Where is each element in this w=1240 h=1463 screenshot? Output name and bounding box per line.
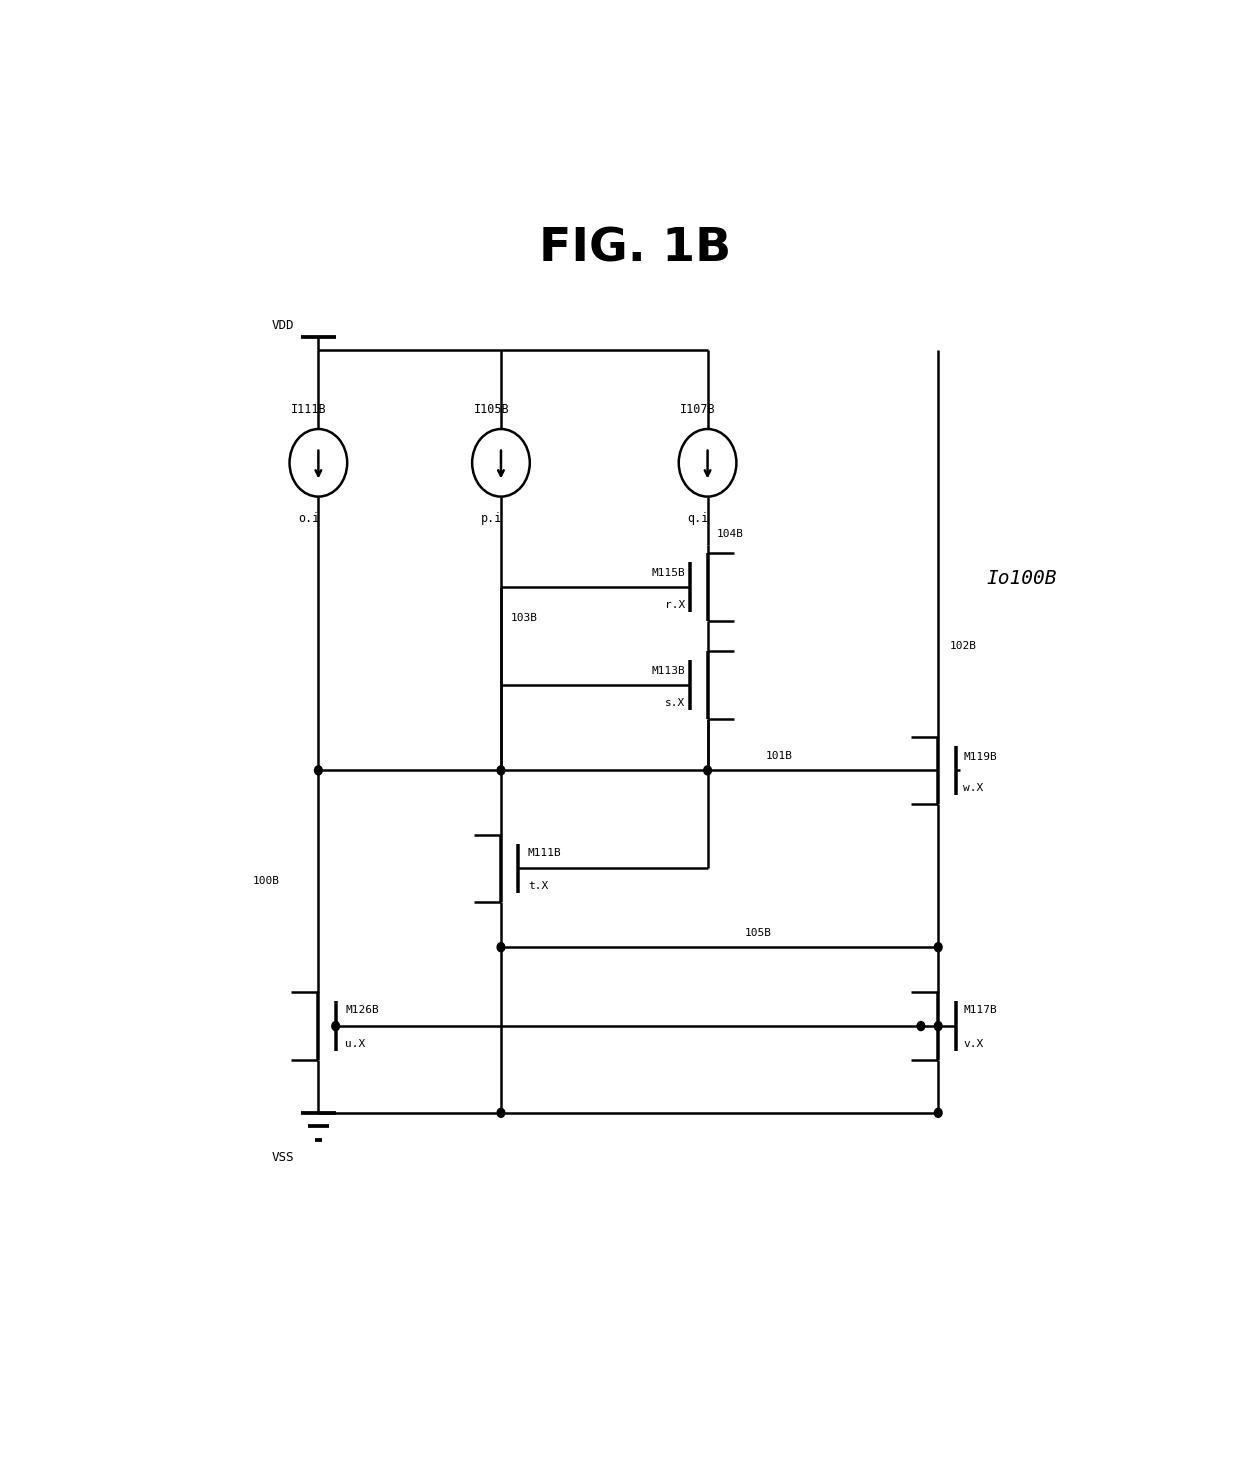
Circle shape (918, 1021, 925, 1030)
Text: M117B: M117B (963, 1005, 997, 1015)
Text: I107B: I107B (681, 402, 715, 415)
Text: M119B: M119B (963, 752, 997, 762)
Text: p.i: p.i (481, 512, 502, 525)
Circle shape (935, 1109, 942, 1118)
Text: M126B: M126B (345, 1005, 379, 1015)
Text: 105B: 105B (744, 928, 771, 938)
Text: v.X: v.X (963, 1039, 983, 1049)
Text: q.i: q.i (687, 512, 708, 525)
Circle shape (497, 765, 505, 775)
Text: 103B: 103B (511, 613, 538, 623)
Text: I111B: I111B (291, 402, 326, 415)
Text: VSS: VSS (272, 1151, 294, 1165)
Text: w.X: w.X (963, 783, 983, 793)
Text: Io100B: Io100B (986, 569, 1056, 588)
Text: 101B: 101B (765, 752, 792, 761)
Text: M113B: M113B (652, 666, 686, 676)
Circle shape (497, 942, 505, 952)
Text: 104B: 104B (717, 530, 744, 540)
Text: M115B: M115B (652, 568, 686, 578)
Text: 102B: 102B (950, 641, 977, 651)
Circle shape (935, 1021, 942, 1030)
Text: t.X: t.X (528, 881, 548, 891)
Text: I105B: I105B (474, 402, 510, 415)
Circle shape (704, 765, 712, 775)
Circle shape (315, 765, 322, 775)
Circle shape (497, 1109, 505, 1118)
Text: s.X: s.X (665, 698, 686, 708)
Text: o.i: o.i (298, 512, 320, 525)
Text: r.X: r.X (665, 600, 686, 610)
Text: u.X: u.X (345, 1039, 366, 1049)
Text: M111B: M111B (528, 847, 562, 857)
Text: 100B: 100B (253, 876, 280, 887)
Circle shape (935, 942, 942, 952)
Circle shape (332, 1021, 340, 1030)
Text: FIG. 1B: FIG. 1B (539, 227, 732, 271)
Text: VDD: VDD (272, 319, 294, 332)
